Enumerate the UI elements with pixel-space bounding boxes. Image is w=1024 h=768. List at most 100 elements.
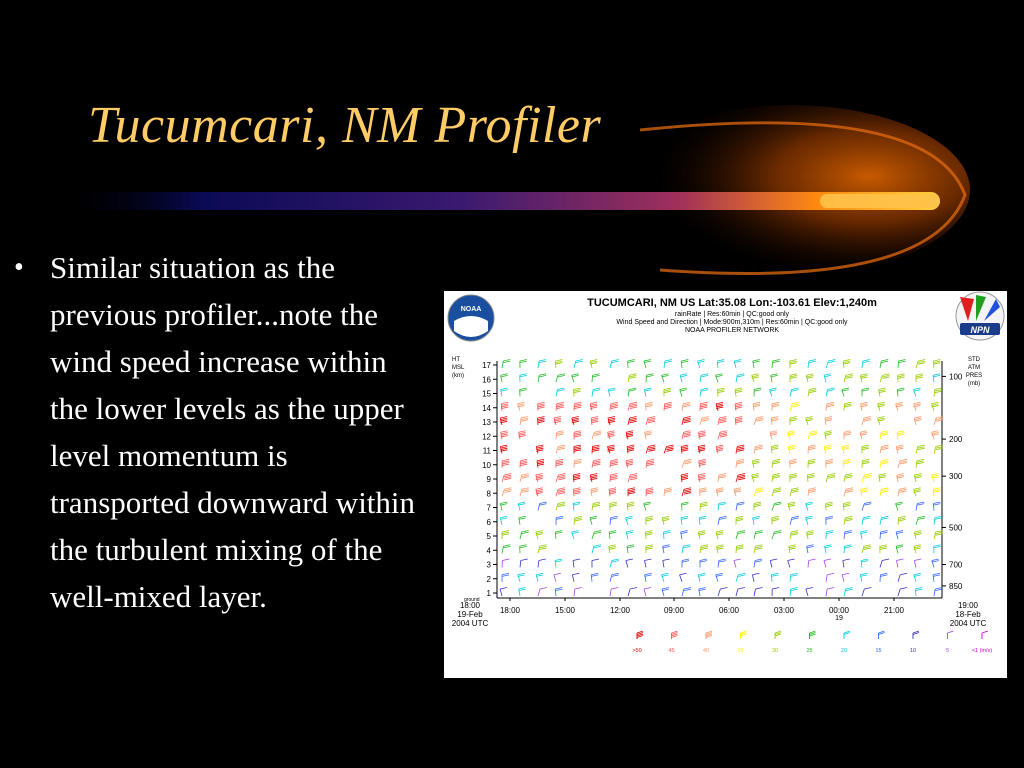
ground-label: ground — [464, 597, 480, 603]
wind-barb — [589, 359, 598, 369]
legend-label: 40 — [703, 648, 709, 654]
wind-barb — [643, 359, 652, 369]
wind-barb — [789, 473, 797, 483]
profiler-header-rain: rainRate | Res:60min | QC:good only — [675, 311, 790, 318]
wind-barb — [715, 572, 723, 582]
wind-barb — [572, 473, 581, 483]
wind-barb — [698, 430, 706, 440]
slide-title: Tucumcari, NM Profiler — [88, 97, 602, 154]
wind-barb — [859, 430, 868, 440]
time-tick-label: 15:00 — [555, 606, 576, 615]
wind-barb — [681, 501, 689, 511]
wind-barb — [501, 544, 511, 554]
profiler-header-network: NOAA PROFILER NETWORK — [685, 327, 779, 334]
wind-barb — [897, 430, 905, 440]
wind-barb — [626, 444, 635, 454]
wind-barb — [752, 515, 760, 525]
wind-barb — [879, 373, 890, 383]
wind-barb — [681, 401, 691, 411]
wind-barb — [843, 373, 853, 383]
wind-barb — [535, 572, 544, 582]
wind-barb — [843, 515, 853, 525]
time-tick-label: 18:00 — [500, 606, 521, 615]
wind-barb — [771, 587, 780, 597]
wind-barb — [518, 515, 526, 525]
wind-barb — [933, 444, 943, 454]
wind-barb — [751, 373, 759, 383]
wind-barb — [573, 430, 582, 440]
wind-barb — [609, 359, 619, 369]
wind-barb — [771, 401, 780, 411]
right-axis-tick-label: 700 — [949, 561, 963, 570]
wind-barb — [789, 416, 797, 426]
wind-barb — [825, 401, 834, 411]
wind-barb — [699, 401, 708, 411]
wind-barb — [897, 359, 906, 369]
legend-item: 30 — [772, 630, 782, 654]
wind-barb — [932, 373, 941, 383]
wind-barb — [501, 473, 512, 483]
wind-barb — [861, 444, 869, 454]
wind-barb — [771, 501, 782, 511]
wind-barb — [843, 501, 851, 511]
wind-barb — [644, 572, 652, 582]
wind-barb — [770, 416, 779, 426]
wind-barb — [607, 416, 616, 426]
day-marker: 19 — [835, 615, 843, 622]
wind-barb — [913, 572, 921, 582]
wind-barb — [860, 530, 868, 540]
wind-barb — [931, 430, 939, 440]
wind-barb — [500, 373, 508, 383]
wind-barb — [825, 572, 835, 582]
wind-barb — [555, 401, 564, 411]
wind-barb — [753, 416, 764, 426]
wind-barb — [627, 359, 635, 369]
wind-barb — [842, 458, 851, 468]
wind-barb — [591, 373, 600, 383]
wind-barb — [680, 473, 689, 483]
wind-barb — [681, 430, 691, 440]
wind-barb — [825, 458, 833, 468]
legend-item: 25 — [806, 630, 816, 654]
wind-barb — [897, 487, 907, 497]
wind-barb — [536, 458, 545, 468]
wind-barb — [717, 501, 726, 511]
wind-barb — [825, 515, 833, 525]
right-axis-tick-label: 500 — [949, 523, 963, 532]
wind-barb — [752, 359, 760, 369]
wind-barb — [643, 501, 651, 511]
wind-barb — [769, 387, 777, 397]
left-axis-tick-label: 11 — [483, 447, 492, 456]
wind-barb — [879, 359, 889, 369]
time-tick-label: 03:00 — [774, 606, 795, 615]
bullet-marker: • — [14, 252, 24, 283]
wind-barb — [806, 530, 814, 540]
left-axis-tick-label: 2 — [487, 575, 492, 584]
wind-barb — [915, 444, 925, 454]
wind-barb — [645, 401, 653, 411]
wind-barb — [607, 444, 615, 454]
legend-label: 45 — [668, 648, 674, 654]
wind-barb — [535, 530, 543, 540]
wind-barb — [913, 487, 921, 497]
wind-barb — [537, 587, 548, 597]
wind-barb — [825, 473, 836, 483]
wind-barb — [608, 530, 617, 540]
wind-barb — [591, 387, 601, 397]
right-axis-title: ATM — [968, 365, 980, 371]
wind-barb — [789, 458, 797, 468]
wind-barb — [895, 444, 904, 454]
legend-label: 30 — [772, 648, 778, 654]
wind-barb — [645, 444, 656, 454]
wind-barb — [663, 387, 671, 397]
wind-barb — [589, 515, 598, 525]
time-tick-label: 09:00 — [664, 606, 685, 615]
wind-barb — [715, 444, 724, 454]
wind-barb — [573, 587, 582, 597]
wind-barb — [681, 416, 691, 426]
wind-barb — [500, 401, 509, 411]
wind-barb — [555, 501, 566, 511]
wind-barb — [519, 544, 527, 554]
wind-barb — [573, 444, 582, 454]
wind-barb — [787, 558, 795, 568]
